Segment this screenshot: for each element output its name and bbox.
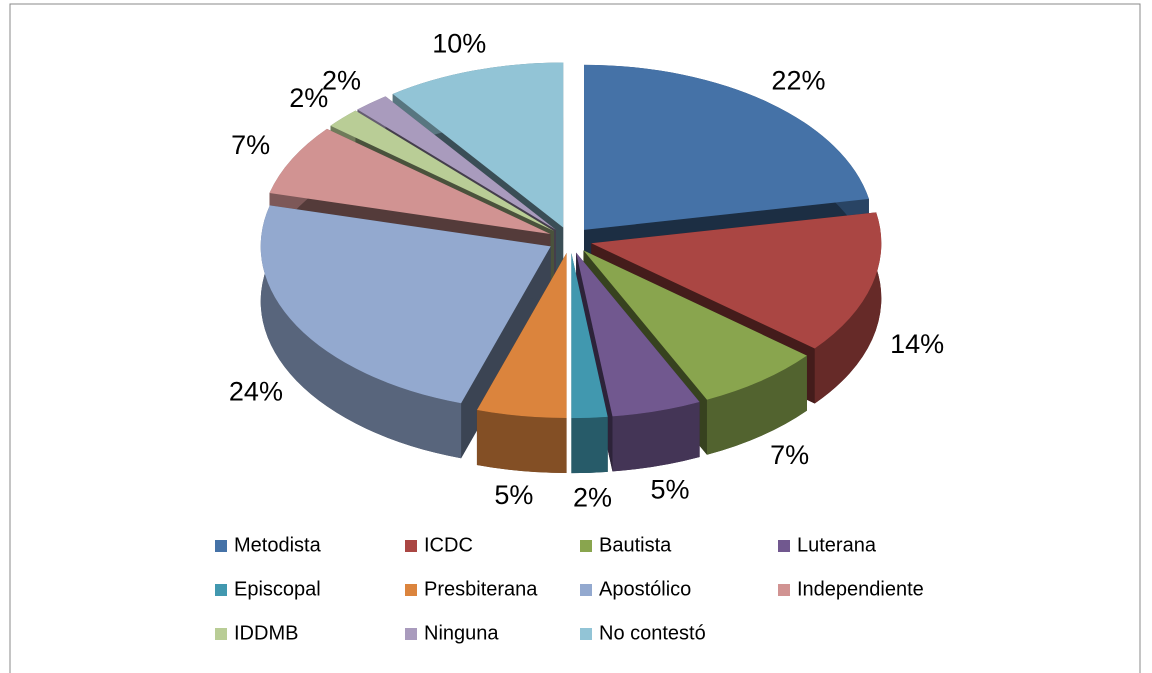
- data-label: 24%: [229, 377, 283, 407]
- legend-label: Luterana: [797, 534, 877, 556]
- legend-label: Ninguna: [424, 622, 499, 644]
- slice-side: [814, 212, 882, 404]
- data-label: 7%: [770, 440, 809, 470]
- data-label: 7%: [231, 130, 270, 160]
- slice-side: [260, 205, 462, 459]
- legend-label: Metodista: [234, 534, 322, 556]
- slice-side: [706, 355, 807, 455]
- legend-swatch: [215, 540, 227, 552]
- slice: [392, 62, 564, 228]
- data-label: 5%: [494, 480, 533, 510]
- data-label: 14%: [890, 329, 944, 359]
- slice: [571, 253, 608, 419]
- legend-swatch: [580, 628, 592, 640]
- pie-tops: [260, 62, 882, 419]
- legend-swatch: [215, 628, 227, 640]
- slice: [584, 64, 869, 230]
- slice: [330, 110, 554, 231]
- legend-label: Episcopal: [234, 578, 321, 600]
- data-label: 10%: [432, 29, 486, 59]
- legend-label: Independiente: [797, 578, 924, 600]
- legend-swatch: [778, 540, 790, 552]
- slice: [576, 252, 700, 417]
- legend-swatch: [215, 584, 227, 596]
- legend-swatch: [405, 540, 417, 552]
- slice-side: [476, 409, 567, 474]
- legend-swatch: [580, 540, 592, 552]
- slice: [269, 128, 551, 235]
- data-label: 2%: [289, 83, 328, 113]
- legend-label: ICDC: [424, 534, 473, 556]
- data-label: 2%: [573, 482, 612, 512]
- slice-side: [612, 401, 700, 472]
- slice: [357, 96, 556, 230]
- slice-side: [571, 416, 608, 474]
- data-labels: 22%14%7%5%2%5%24%7%2%2%10%: [229, 29, 944, 513]
- legend-label: Bautista: [599, 534, 672, 556]
- legend-swatch: [405, 628, 417, 640]
- legend-label: Apostólico: [599, 578, 691, 600]
- slice: [583, 250, 807, 400]
- legend: Metodista ICDC Bautista Luterana Episcopal Pr…: [215, 534, 924, 644]
- data-label: 5%: [650, 475, 689, 505]
- legend-label: No contestó: [599, 622, 706, 644]
- slice: [591, 212, 882, 349]
- slice: [260, 205, 551, 404]
- data-label: 2%: [322, 65, 361, 95]
- legend-label: Presbiterana: [424, 578, 538, 600]
- slice: [476, 253, 567, 419]
- data-label: 22%: [771, 65, 825, 95]
- legend-label: IDDMB: [234, 622, 298, 644]
- legend-swatch: [405, 584, 417, 596]
- legend-swatch: [778, 584, 790, 596]
- legend-swatch: [580, 584, 592, 596]
